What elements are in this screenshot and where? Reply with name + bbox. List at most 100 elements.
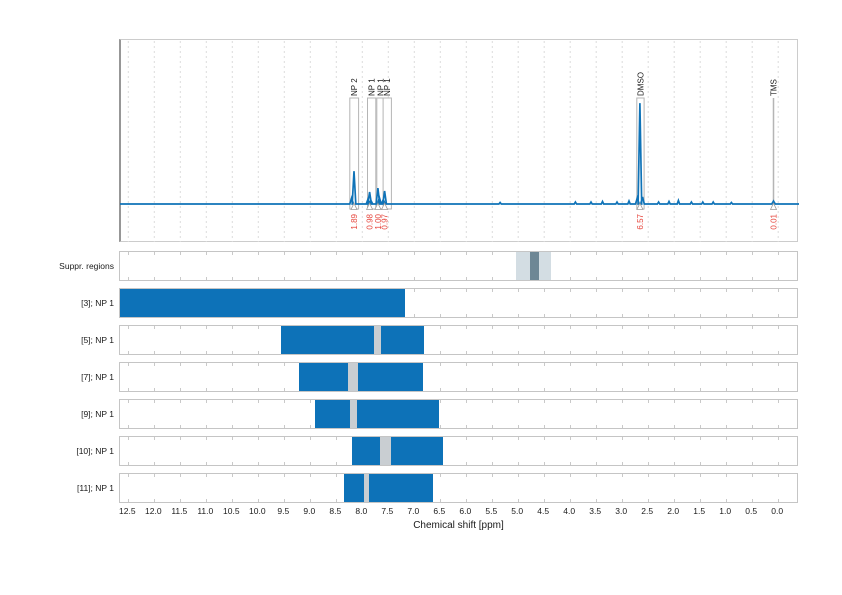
row-tick bbox=[596, 425, 598, 428]
row-tick bbox=[154, 277, 156, 280]
row-tick bbox=[570, 252, 572, 255]
row-tick bbox=[492, 462, 494, 465]
row-tick bbox=[180, 363, 182, 366]
row-tick bbox=[648, 314, 650, 317]
x-tick-label: 6.5 bbox=[433, 506, 446, 516]
row-tick bbox=[284, 425, 286, 428]
row-tick bbox=[466, 474, 468, 477]
row-tick bbox=[180, 499, 182, 502]
row-tick bbox=[336, 277, 338, 280]
spectrum-trace bbox=[120, 103, 799, 205]
integral-value: 0.98 bbox=[366, 213, 375, 229]
row-tick bbox=[674, 425, 676, 428]
row-tick bbox=[154, 363, 156, 366]
row-tick bbox=[154, 499, 156, 502]
row-tick bbox=[544, 474, 546, 477]
row-tick bbox=[622, 289, 624, 292]
x-tick-label: 11.0 bbox=[197, 506, 214, 516]
match-gap bbox=[349, 400, 358, 428]
x-tick-label: 10.5 bbox=[223, 506, 240, 516]
row-tick bbox=[284, 388, 286, 391]
row-tick bbox=[232, 326, 234, 329]
row-tick bbox=[154, 437, 156, 440]
row-tick bbox=[726, 326, 728, 329]
row-tick bbox=[128, 474, 130, 477]
row-tick bbox=[440, 388, 442, 391]
row-label: Suppr. regions bbox=[59, 261, 114, 271]
row-tick bbox=[570, 474, 572, 477]
row-tick bbox=[752, 462, 754, 465]
row-tick bbox=[518, 289, 520, 292]
row-tick bbox=[206, 277, 208, 280]
row-tick bbox=[180, 351, 182, 354]
integral-value: 0.01 bbox=[770, 213, 779, 229]
row-tick bbox=[284, 277, 286, 280]
peak-label: TMS bbox=[770, 79, 779, 96]
row-label: [3]; NP 1 bbox=[81, 298, 114, 308]
row-tick bbox=[336, 437, 338, 440]
suppressed-region-band bbox=[529, 252, 540, 280]
row-label: [7]; NP 1 bbox=[81, 372, 114, 382]
row-tick bbox=[648, 363, 650, 366]
row-tick bbox=[752, 425, 754, 428]
row-tick bbox=[752, 388, 754, 391]
row-tick bbox=[362, 277, 364, 280]
row-tick bbox=[492, 252, 494, 255]
row-tick bbox=[726, 437, 728, 440]
row-tick bbox=[518, 326, 520, 329]
row-tick bbox=[310, 400, 312, 403]
peak-label: NP 1 bbox=[368, 78, 377, 96]
row-tick bbox=[128, 462, 130, 465]
x-tick-label: 0.5 bbox=[745, 506, 758, 516]
row-tick bbox=[128, 252, 130, 255]
row-tick bbox=[518, 425, 520, 428]
row-tick bbox=[206, 363, 208, 366]
row-tick bbox=[544, 462, 546, 465]
row-tick bbox=[492, 363, 494, 366]
row-tick bbox=[778, 363, 780, 366]
match-gap bbox=[363, 474, 369, 502]
row-tick bbox=[440, 499, 442, 502]
row-tick bbox=[622, 388, 624, 391]
row-tick bbox=[622, 277, 624, 280]
match-range-bar bbox=[381, 326, 425, 354]
row-tick bbox=[336, 499, 338, 502]
row-tick bbox=[778, 252, 780, 255]
row-tick bbox=[492, 314, 494, 317]
row-tick bbox=[726, 474, 728, 477]
row-tick bbox=[622, 462, 624, 465]
row-tick bbox=[128, 388, 130, 391]
row-tick bbox=[752, 499, 754, 502]
row-tick bbox=[154, 474, 156, 477]
row-tick bbox=[674, 400, 676, 403]
row-tick bbox=[180, 425, 182, 428]
x-tick-label: 5.5 bbox=[485, 506, 498, 516]
x-tick-label: 3.0 bbox=[615, 506, 628, 516]
row-tick bbox=[258, 351, 260, 354]
row-tick bbox=[648, 388, 650, 391]
row-tick bbox=[674, 277, 676, 280]
match-row bbox=[119, 288, 798, 318]
row-tick bbox=[414, 252, 416, 255]
row-tick bbox=[180, 400, 182, 403]
row-tick bbox=[674, 474, 676, 477]
row-tick bbox=[258, 277, 260, 280]
row-tick bbox=[778, 388, 780, 391]
row-tick bbox=[284, 363, 286, 366]
row-tick bbox=[752, 437, 754, 440]
match-range-bar bbox=[358, 363, 424, 391]
row-tick bbox=[206, 425, 208, 428]
row-tick bbox=[570, 314, 572, 317]
x-tick-label: 1.0 bbox=[719, 506, 732, 516]
row-tick bbox=[700, 437, 702, 440]
x-tick-label: 10.0 bbox=[249, 506, 266, 516]
row-tick bbox=[778, 437, 780, 440]
row-tick bbox=[544, 425, 546, 428]
row-tick bbox=[440, 474, 442, 477]
row-tick bbox=[206, 351, 208, 354]
row-tick bbox=[726, 289, 728, 292]
row-tick bbox=[388, 252, 390, 255]
match-gap bbox=[374, 326, 381, 354]
integral-value: 6.57 bbox=[636, 213, 645, 229]
row-tick bbox=[258, 388, 260, 391]
